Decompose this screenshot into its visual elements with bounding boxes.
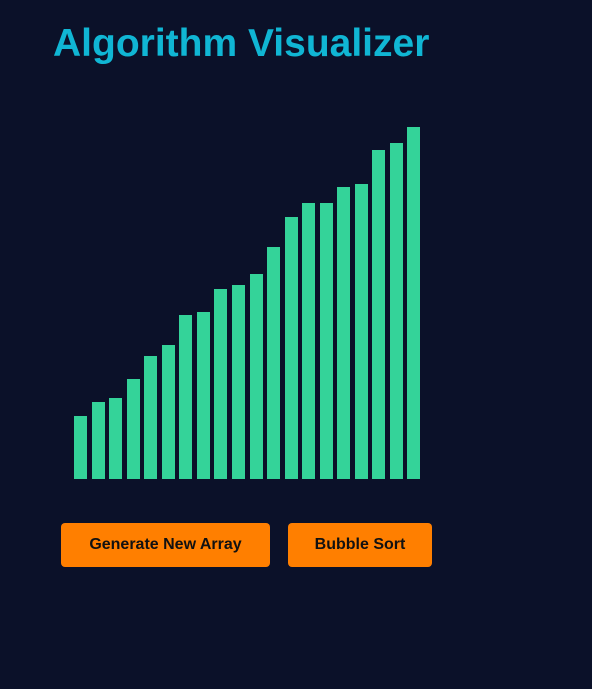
page-title: Algorithm Visualizer <box>53 22 430 65</box>
array-bar <box>231 285 245 479</box>
array-bar <box>372 150 386 479</box>
array-bar <box>284 217 298 479</box>
array-bar <box>196 312 210 479</box>
array-bar <box>319 203 333 479</box>
generate-array-button[interactable]: Generate New Array <box>61 523 270 567</box>
array-bars <box>74 100 421 479</box>
array-bar <box>302 203 316 479</box>
array-bar <box>179 315 193 479</box>
array-bar <box>267 247 281 479</box>
array-bar <box>91 402 105 479</box>
array-bar <box>389 143 403 479</box>
array-bar <box>144 356 158 479</box>
array-bar <box>126 379 140 479</box>
array-bar <box>214 289 228 479</box>
bubble-sort-button[interactable]: Bubble Sort <box>288 523 432 567</box>
array-bar <box>74 416 87 479</box>
array-bar <box>161 345 175 479</box>
array-bar <box>249 274 263 479</box>
array-bar <box>337 187 351 479</box>
array-bar <box>407 127 421 479</box>
array-bar <box>109 398 123 479</box>
array-bar <box>354 184 368 479</box>
